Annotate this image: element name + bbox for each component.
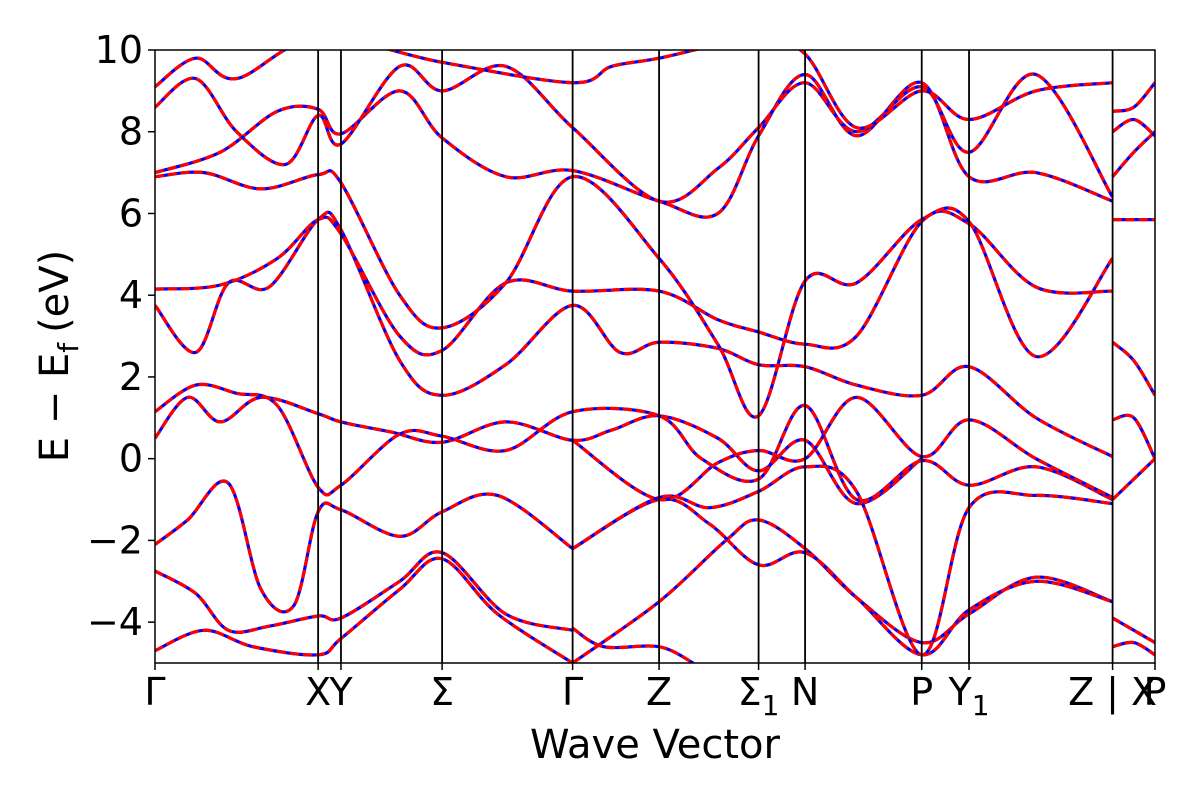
- y-axis-label-sub: f: [52, 342, 85, 353]
- band-20-dft: [1111, 340, 1155, 397]
- x-tick-label-9: Y1: [948, 670, 990, 722]
- y-axis-ticks: −4 −2 0 2 4 6 8 10: [87, 28, 155, 644]
- x-tick-label-11: P: [1144, 670, 1167, 714]
- y-tick-label-4: 4: [119, 273, 143, 317]
- band-22-dft: [1111, 130, 1155, 178]
- band-23-dft: [1112, 81, 1155, 113]
- x-tick-label-6: Σ1: [738, 670, 780, 722]
- band-19-dft: [1112, 413, 1155, 460]
- band-2-fit: [155, 479, 574, 614]
- x-axis-label: Wave Vector: [530, 722, 781, 768]
- band-16-dft: [1111, 616, 1155, 644]
- band-13-dft: [571, 464, 1113, 657]
- y-axis-label-main: E − E: [32, 353, 78, 463]
- band-19-fit: [1112, 413, 1155, 460]
- plot-frame: [154, 49, 1156, 664]
- x-axis-ticks: Γ XY Σ Γ Z Σ1 N P Y1 Z | XP: [144, 663, 1166, 722]
- band-1-dft: [155, 550, 573, 634]
- y-axis-label: E − Ef (eV): [32, 250, 85, 463]
- band-24-dft: [1111, 117, 1155, 138]
- band-14-dft: [571, 395, 1114, 502]
- y-tick-label-0: −4: [87, 600, 143, 644]
- band-11-dft: [571, 518, 1114, 663]
- y-axis-label-unit: (eV): [32, 250, 78, 333]
- band-0-fit: [155, 556, 574, 663]
- x-tick-label-3: Σ: [430, 670, 454, 714]
- band-2-dft: [155, 479, 574, 614]
- band-12-dft: [571, 497, 1114, 657]
- bands-layer: [155, 50, 1155, 663]
- band-3-fit: [155, 395, 923, 506]
- y-tick-label-5: 6: [119, 191, 143, 235]
- y-tick-label-1: −2: [87, 518, 143, 562]
- y-tick-label-6: 8: [119, 110, 143, 154]
- y-tick-label-7: 10: [95, 28, 143, 72]
- band-4-dft: [155, 382, 1114, 503]
- y-tick-label-2: 0: [119, 437, 143, 481]
- band-9-dft: [155, 63, 1114, 204]
- band-3-dft: [155, 395, 923, 506]
- x-tick-label-5: Z: [646, 670, 672, 714]
- y-tick-label-3: 2: [119, 355, 143, 399]
- kpoint-lines: [317, 50, 1114, 663]
- x-tick-label-7: N: [791, 670, 819, 714]
- band-11-fit: [571, 518, 1114, 663]
- band-15-dft: [571, 626, 695, 663]
- band-0-dft: [155, 556, 574, 663]
- band-17-dft: [1112, 640, 1155, 657]
- x-tick-label-2: Y: [328, 670, 353, 714]
- x-tick-label-1: X: [305, 670, 331, 714]
- x-tick-label-8: P: [910, 670, 933, 714]
- x-tick-label-0: Γ: [144, 670, 165, 714]
- band-18-dft: [1111, 457, 1155, 501]
- x-tick-label-10: Z | X: [1068, 670, 1157, 715]
- x-tick-label-4: Γ: [562, 670, 583, 714]
